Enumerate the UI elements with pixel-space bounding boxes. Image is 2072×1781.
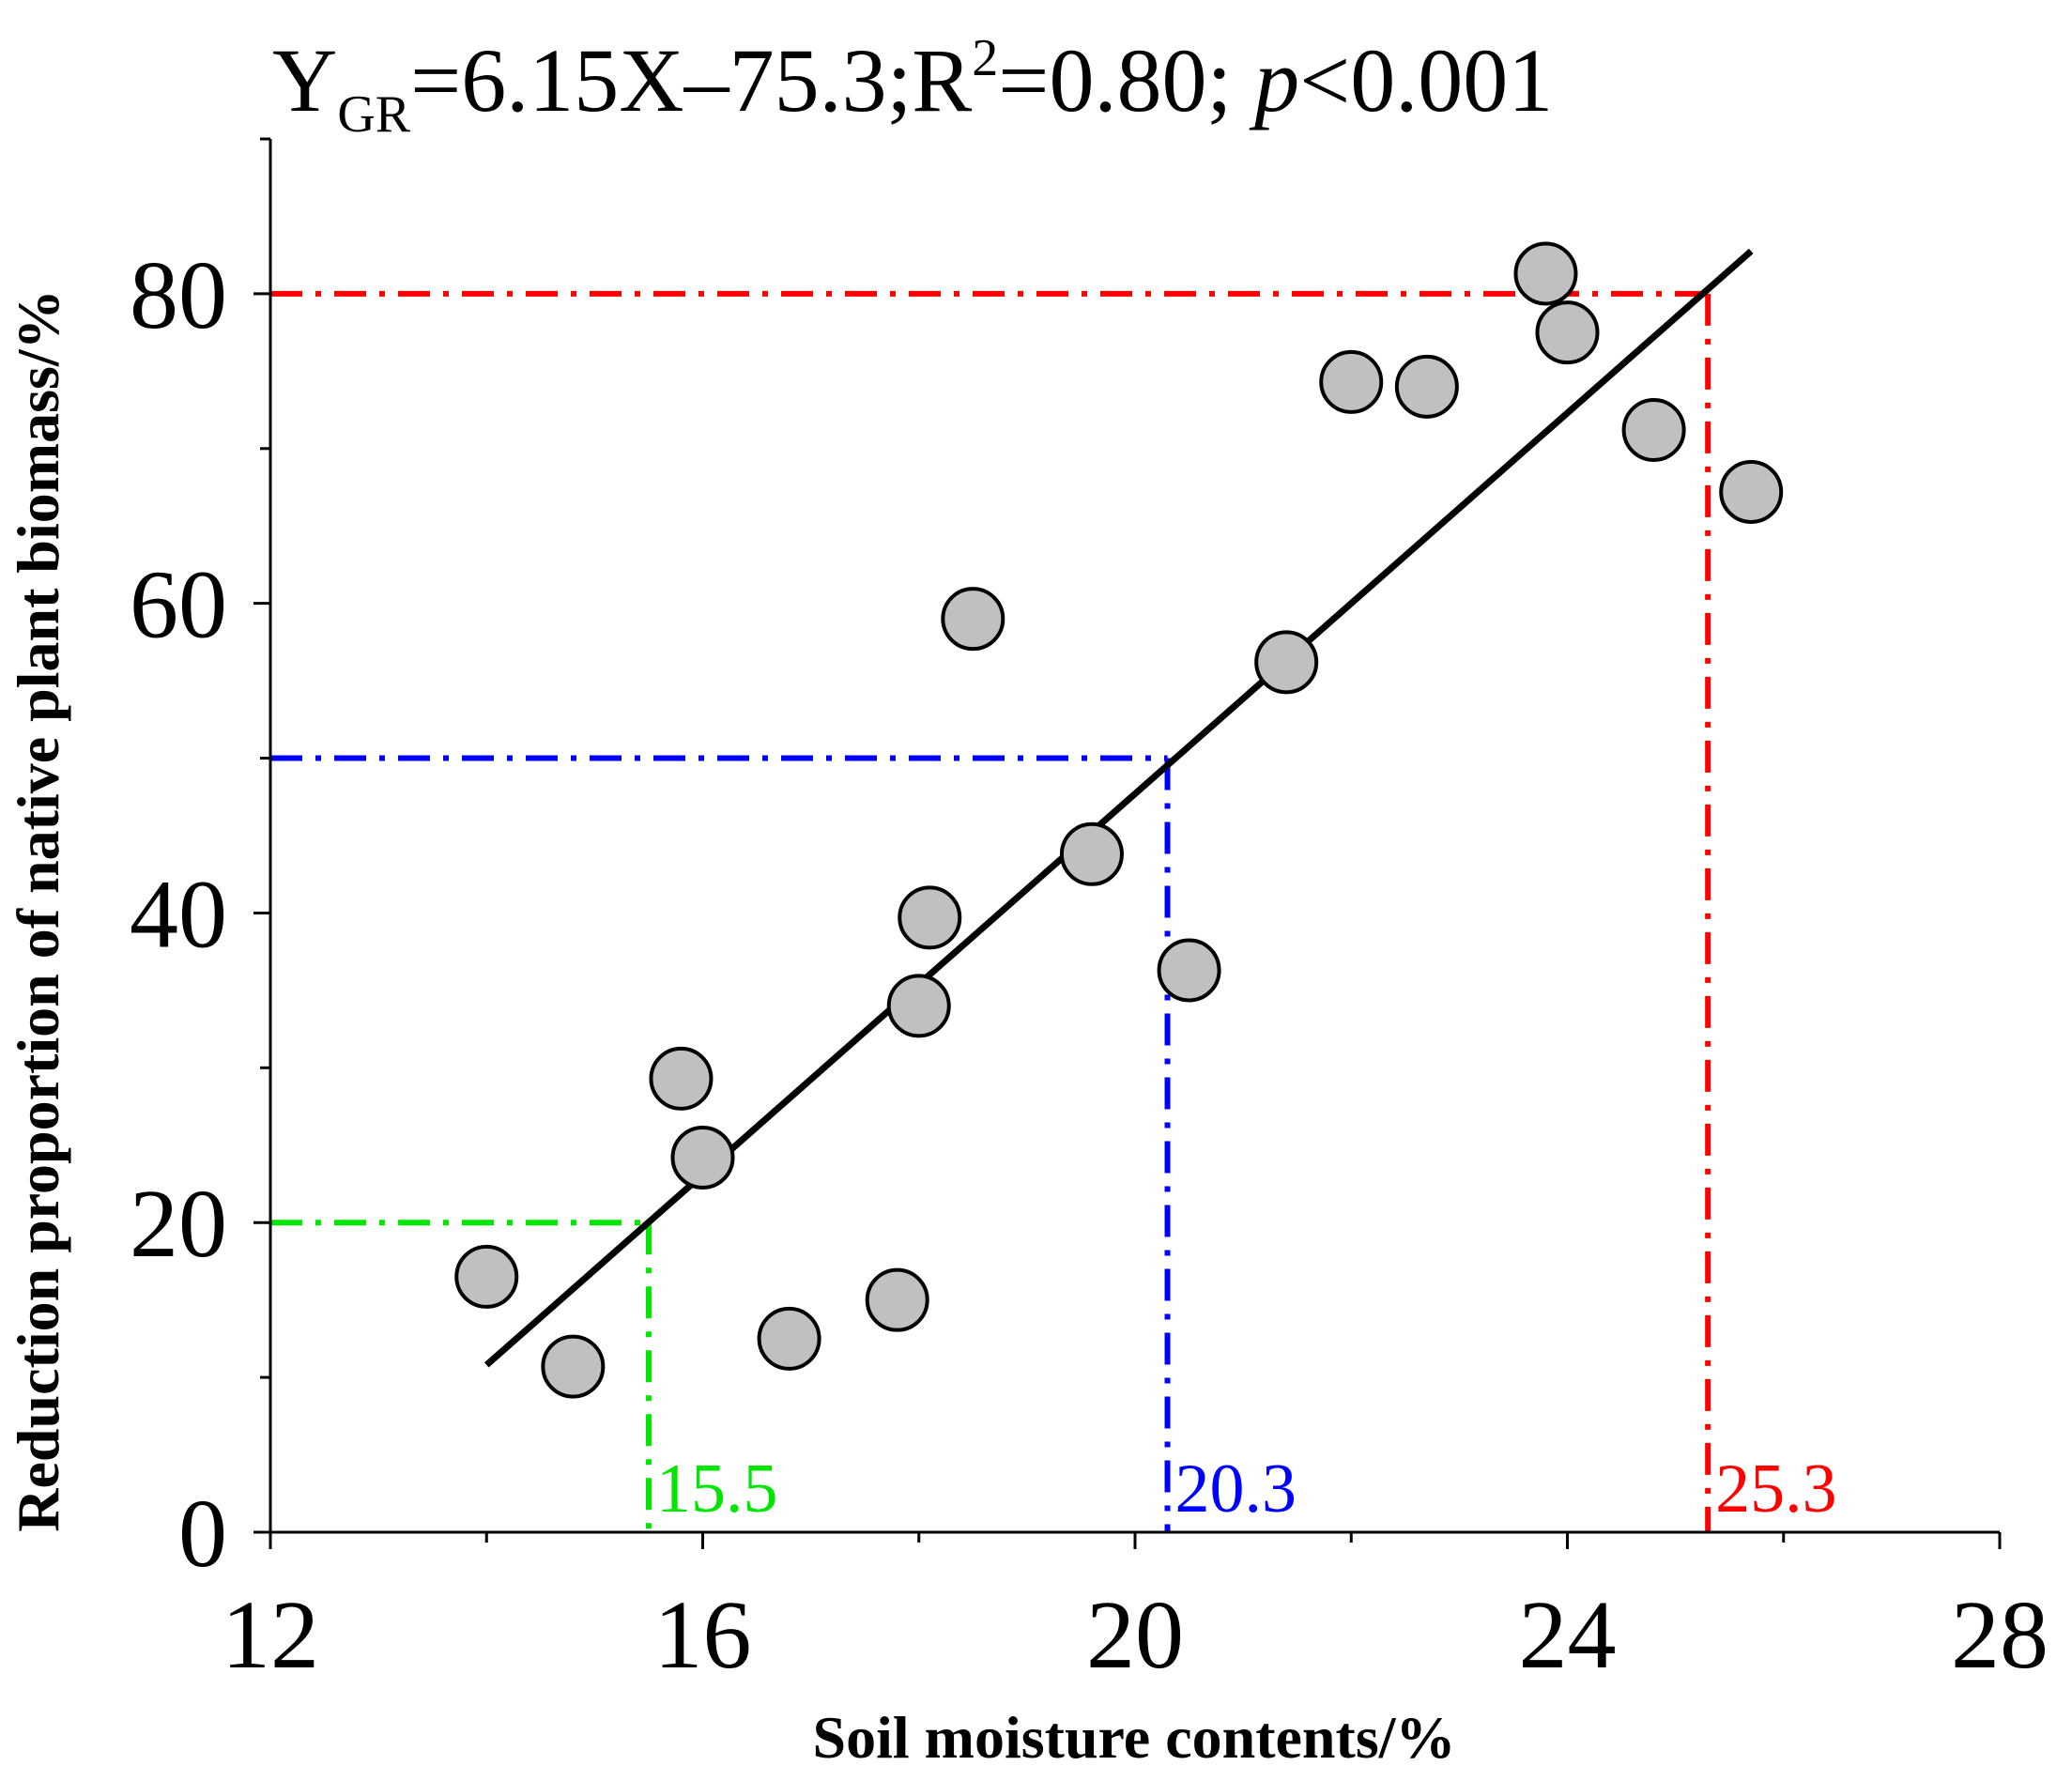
- data-point: [649, 1046, 714, 1111]
- regression-equation: YGR=6.15X–75.3;R2=0.80; p<0.001: [272, 29, 1553, 144]
- reference-lines: 15.5 20.3 25.3: [270, 290, 1837, 1532]
- data-point: [886, 974, 951, 1038]
- data-point: [1157, 938, 1221, 1003]
- data-point: [865, 1267, 929, 1332]
- data-point: [1394, 354, 1459, 419]
- data-point: [1719, 459, 1784, 524]
- data-point: [454, 1244, 519, 1309]
- reference-label-2: 25.3: [1715, 1451, 1837, 1528]
- y-tick-label: 40: [130, 860, 227, 968]
- data-point: [541, 1334, 606, 1399]
- reference-label-0: 15.5: [656, 1451, 778, 1528]
- y-axis-title: Reduction proportion of native plant bio…: [5, 289, 71, 1531]
- data-point: [1254, 630, 1319, 695]
- data-point: [757, 1306, 821, 1371]
- data-point: [898, 885, 962, 950]
- y-tick-label: 80: [130, 241, 227, 349]
- equation-r-superscript: 2: [972, 29, 998, 87]
- x-tick-label: 16: [654, 1581, 752, 1689]
- data-point: [1621, 397, 1686, 462]
- fit-line: [483, 248, 1754, 1368]
- x-axis-title: Soil moisture contents/%: [812, 1704, 1455, 1771]
- x-tick-label: 28: [1951, 1581, 2049, 1689]
- equation-fit: =6.15X–75.3;R: [410, 30, 972, 131]
- data-point: [1059, 821, 1124, 886]
- data-point: [670, 1125, 735, 1190]
- data-point: [1535, 300, 1600, 365]
- y-tick-label: 60: [130, 551, 227, 659]
- equation-y: Y: [272, 30, 337, 131]
- data-point: [1513, 241, 1578, 306]
- equation-r-value: =0.80;: [998, 30, 1254, 131]
- equation-y-subscript: GR: [337, 85, 410, 144]
- x-tick-label: 12: [222, 1581, 319, 1689]
- data-point: [941, 587, 1005, 652]
- axes: 12 16 20 24 28 0 20 40 60 80: [130, 137, 2049, 1689]
- equation-p-symbol: p: [1249, 30, 1299, 131]
- y-tick-label: 0: [178, 1480, 227, 1588]
- x-tick-label: 20: [1086, 1581, 1184, 1689]
- data-points: [454, 241, 1784, 1399]
- x-tick-label: 24: [1519, 1581, 1617, 1689]
- equation-p-value: <0.001: [1299, 30, 1553, 131]
- y-tick-label: 20: [130, 1170, 227, 1278]
- data-point: [1319, 349, 1384, 414]
- fit-line-group: [483, 248, 1754, 1368]
- reference-label-1: 20.3: [1175, 1451, 1297, 1528]
